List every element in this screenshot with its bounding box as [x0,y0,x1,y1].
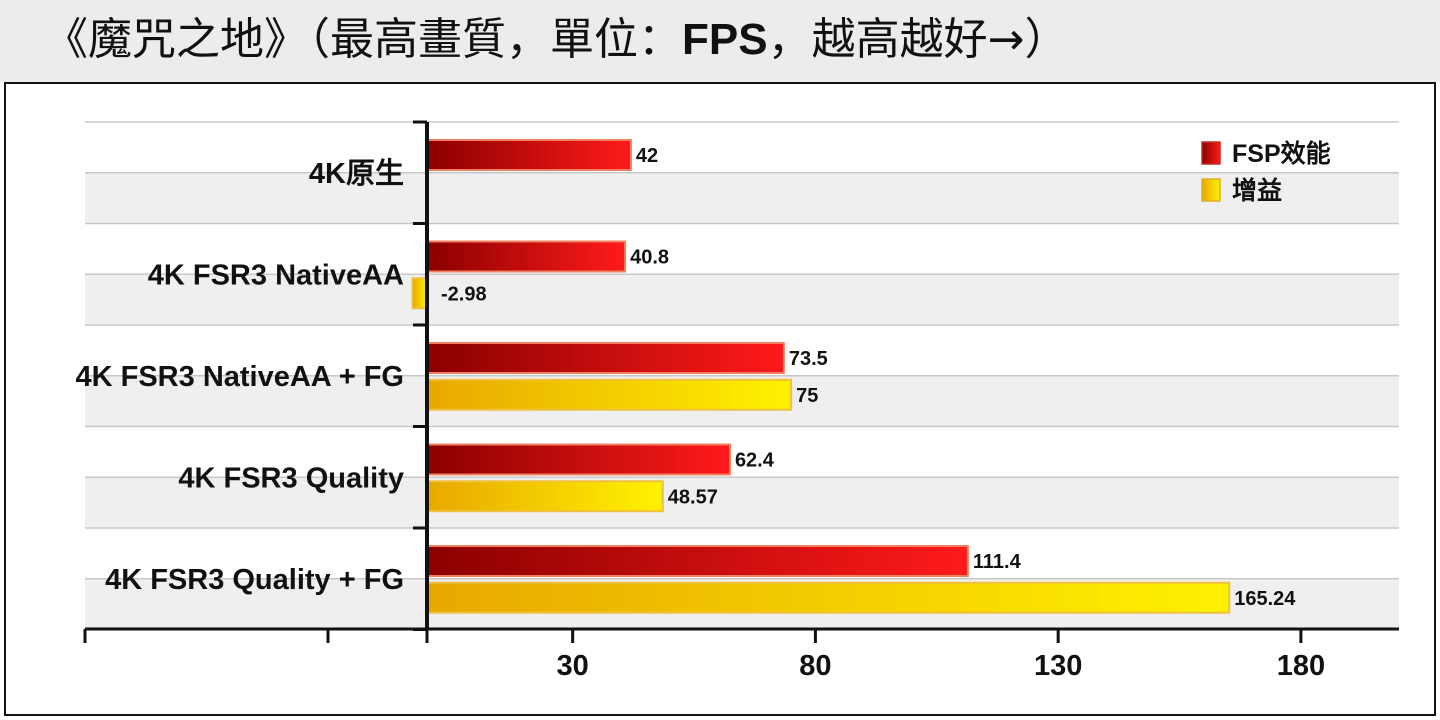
gain-bar [426,378,793,411]
x-tick-label: 130 [1034,650,1082,682]
value-label: 62.4 [735,450,775,472]
category-label: 4K FSR3 Quality + FG [105,564,404,596]
title-suffix: ，越高越好→） [767,14,1069,65]
performance-bar [426,240,627,273]
legend-swatch-performance [1201,141,1221,165]
value-label: 42 [636,145,658,167]
gain-bar [411,277,429,310]
row-band [85,274,1399,325]
title-unit: FPS [682,15,768,64]
title-bar: 《魔咒之地》（最高畫質，單位：FPS，越高越好→） [0,0,1440,82]
value-label: 111.4 [973,551,1022,573]
gain-bar [426,480,664,513]
row-band [85,172,1399,224]
performance-bar [426,342,785,374]
value-label: 165.24 [1234,588,1296,610]
value-label: 73.5 [789,348,828,370]
x-tick-label: 80 [799,650,831,682]
category-label: 4K FSR3 NativeAA + FG [76,361,405,393]
bar-chart: 4K原生 42 4K FSR3 NativeAA 40.8 -2.98 4K FSR3 N… [76,120,1399,682]
value-label: -2.98 [441,283,487,305]
performance-bar [426,443,731,476]
category-label: 4K FSR3 Quality [178,462,404,494]
category-label: 4K原生 [309,157,404,190]
chart-frame: 4K原生 42 4K FSR3 NativeAA 40.8 -2.98 4K FSR3 N… [4,82,1436,716]
legend-label: 增益 [1232,176,1282,205]
legend-label: FSP效能 [1232,139,1331,168]
chart-title: 《魔咒之地》（最高畫質，單位：FPS，越高越好→） [44,10,1068,70]
value-label: 48.57 [668,486,718,508]
performance-bar [426,139,632,171]
performance-bar [426,545,969,577]
gain-bar [426,581,1231,614]
value-label: 40.8 [630,247,669,269]
x-tick-label: 180 [1277,650,1325,682]
legend-swatch-gain [1201,178,1221,202]
title-prefix: 《魔咒之地》（最高畫質，單位： [44,14,682,65]
category-label: 4K FSR3 NativeAA [148,259,404,291]
value-label: 75 [796,385,818,407]
x-tick-label: 30 [557,650,589,682]
row-band [85,477,1399,528]
